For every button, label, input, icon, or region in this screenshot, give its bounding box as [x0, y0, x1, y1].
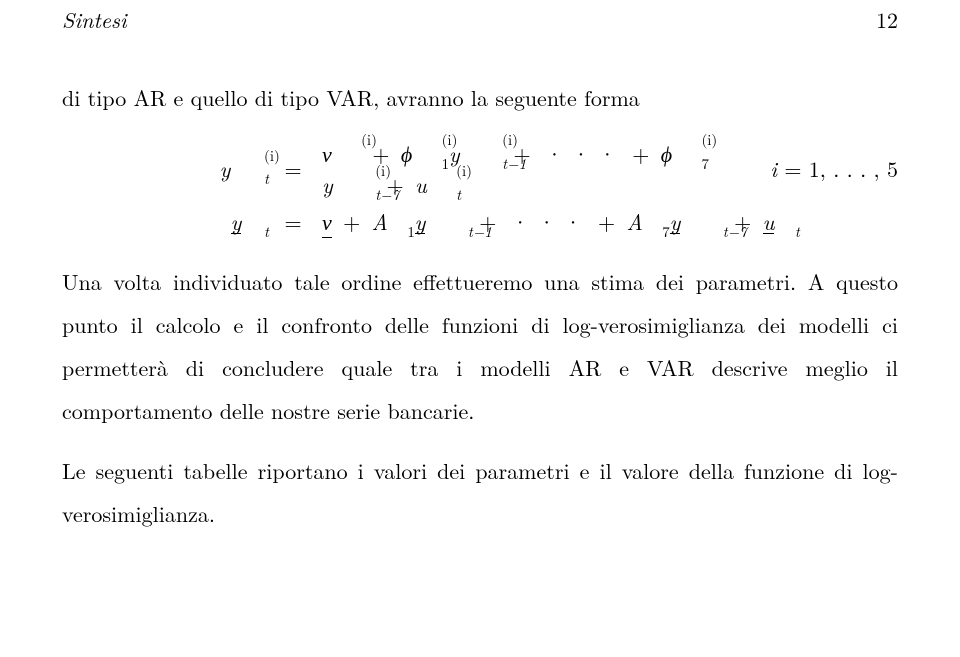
eq2-lhs: y t	[62, 206, 282, 237]
eq2-y-t-1: y t−1	[415, 211, 468, 233]
eq2-y: y t	[231, 211, 264, 233]
eq1-phi1: ϕ (i) 1	[401, 143, 442, 165]
eq1-phi7: ϕ (i) 7	[661, 143, 702, 165]
page-header: Sintesi 12	[62, 4, 898, 35]
equation-block: y (i) t = ν (i) + ϕ (i)	[62, 138, 898, 237]
eq1-lhs: y (i) t	[62, 153, 282, 184]
paragraph-tables: Le seguenti tabelle riportano i valori d…	[62, 450, 898, 536]
eq2-u: u t	[763, 211, 795, 233]
eq1-u: u (i) t	[415, 174, 456, 196]
eq2-nu: ν	[322, 206, 332, 237]
eq1-condition: i = 1, . . . , 5	[740, 153, 898, 184]
equation-row-2: y t = ν + A 1 y t−1	[62, 206, 898, 237]
eq1-y: y (i) t	[220, 158, 264, 180]
eq2-A1: A 1	[372, 211, 408, 233]
eq1-rhs: ν (i) + ϕ (i) 1 y (i) t−1	[304, 138, 898, 200]
page: Sintesi 12 di tipo AR e quello di tipo V…	[0, 0, 960, 657]
paragraph-intro: di tipo AR e quello di tipo VAR, avranno…	[62, 77, 898, 120]
page-number: 12	[876, 4, 898, 35]
equation-row-1: y (i) t = ν (i) + ϕ (i)	[62, 138, 898, 200]
eq1-nu: ν (i)	[322, 143, 361, 165]
eq2-y-t-7: y t−7	[670, 211, 723, 233]
eq2-equals: =	[282, 206, 304, 237]
eq2-A7: A 7	[626, 211, 662, 233]
eq1-y-t-7: y (i) t−7	[322, 174, 375, 196]
eq2-rhs: ν + A 1 y t−1 + · · · +	[304, 206, 898, 237]
section-title: Sintesi	[62, 4, 127, 35]
paragraph-main: Una volta individuato tale ordine effett…	[62, 261, 898, 433]
eq1-equals: =	[282, 153, 304, 184]
